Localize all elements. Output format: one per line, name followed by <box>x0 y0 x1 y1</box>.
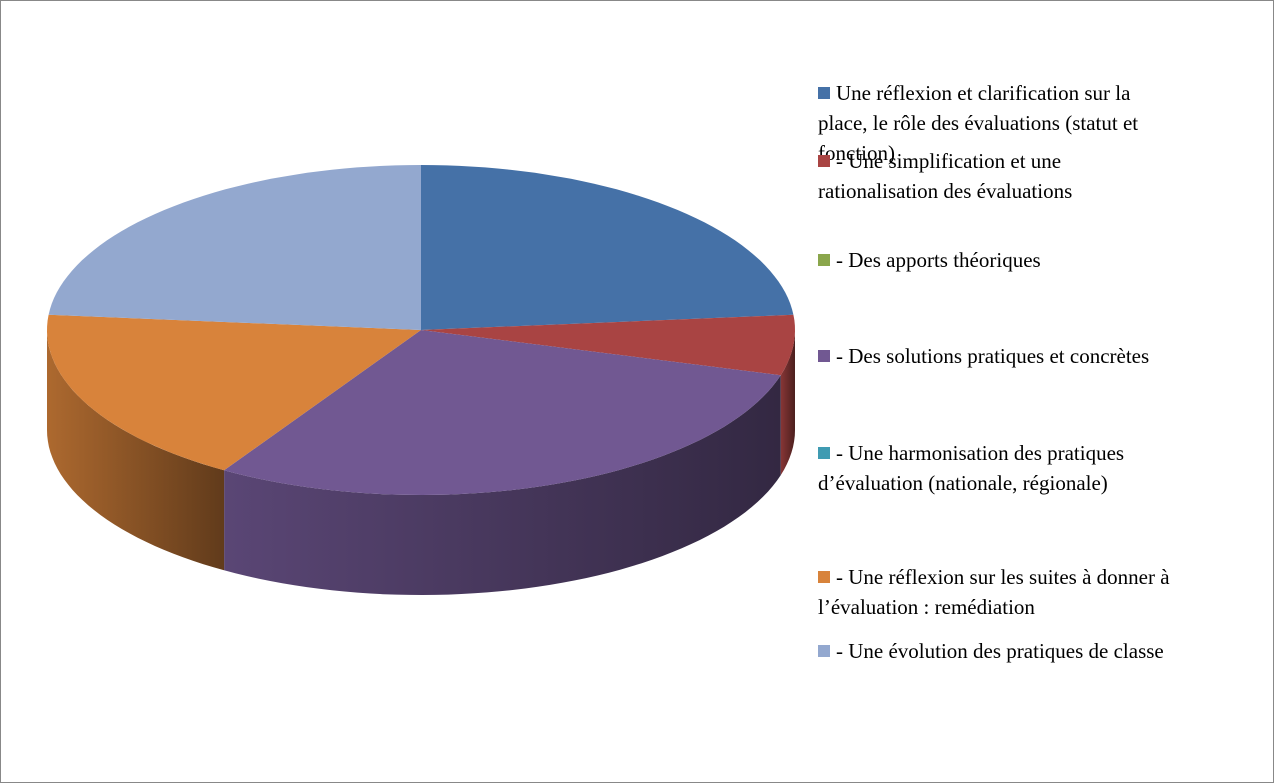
slice <box>47 314 421 471</box>
legend-label: - Une réflexion sur les suites à donner … <box>818 565 1170 619</box>
legend-entry: - Des solutions pratiques et concrètes <box>818 341 1178 371</box>
legend-label: - Des solutions pratiques et concrètes <box>836 344 1150 368</box>
slice <box>421 314 795 376</box>
slice <box>48 165 421 330</box>
legend-entry: - Une simplification et une rationalisat… <box>818 146 1178 206</box>
legend-label: - Une simplification et une rationalisat… <box>818 149 1073 203</box>
slice-side <box>47 330 225 571</box>
legend-entry: - Une évolution des pratiques de classe <box>818 636 1178 666</box>
pie-chart <box>47 165 795 595</box>
legend-swatch <box>818 571 830 583</box>
legend-entry: - Une réflexion sur les suites à donner … <box>818 562 1178 622</box>
legend-label: - Des apports théoriques <box>836 248 1041 272</box>
slice-side <box>224 375 781 595</box>
legend-swatch <box>818 254 830 266</box>
legend-label: - Une évolution des pratiques de classe <box>836 639 1164 663</box>
slice <box>224 330 781 495</box>
legend-swatch <box>818 155 830 167</box>
slice <box>421 165 794 330</box>
legend-entry: - Une harmonisation des pratiques d’éval… <box>818 438 1178 498</box>
legend-swatch <box>818 447 830 459</box>
legend-swatch <box>818 645 830 657</box>
slice-side <box>780 330 795 476</box>
legend-label: - Une harmonisation des pratiques d’éval… <box>818 441 1125 495</box>
legend-entry: - Des apports théoriques <box>818 245 1178 275</box>
legend-swatch <box>818 87 830 99</box>
legend-entry: Une réflexion et clarification sur la pl… <box>818 78 1178 168</box>
legend-label: Une réflexion et clarification sur la pl… <box>818 81 1139 165</box>
legend-swatch <box>818 350 830 362</box>
